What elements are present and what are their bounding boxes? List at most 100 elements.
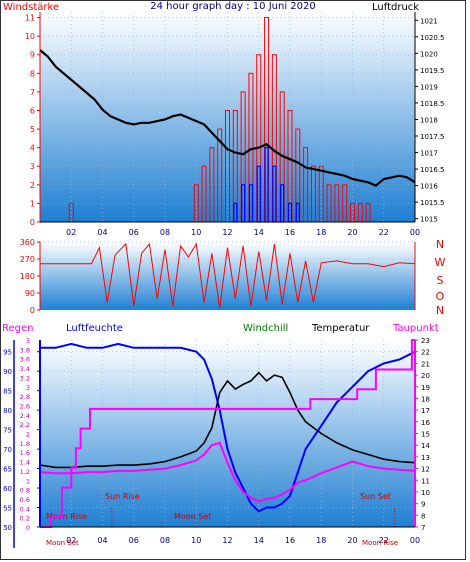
direction-compass-label: S <box>437 274 444 287</box>
rain-tick-label: 1.2 <box>20 468 30 476</box>
temperature-x-tick-label: 10 <box>191 536 201 545</box>
rain-tick-label: 3.2 <box>20 374 30 382</box>
direction-compass-label: N <box>436 304 444 317</box>
wind-x-tick-label: 20 <box>347 228 357 237</box>
dewpoint-axis-title: Taupunkt <box>392 323 439 334</box>
wind-tick-label: 6 <box>30 106 35 115</box>
windchill-legend: Windchill <box>243 323 288 334</box>
wind-axis-ticks: 0 1 2 3 4 5 6 7 8 9 10 11 <box>25 14 40 227</box>
rain-tick-label: 3.8 <box>20 346 30 354</box>
humidity-line <box>40 342 416 513</box>
temperature-tick-label: 21 <box>421 360 430 368</box>
wind-tick-label: 7 <box>30 88 35 97</box>
temperature-line <box>39 371 416 469</box>
rain-tick-label: 1.6 <box>20 449 30 457</box>
wind-tick-label: 4 <box>30 144 35 153</box>
humidity-tick-label: 95 <box>3 349 12 357</box>
direction-compass-label: N <box>436 238 444 251</box>
pressure-tick-label: 1016 <box>420 183 438 191</box>
humidity-tick-label: 85 <box>3 388 12 396</box>
wind-tick-label: 5 <box>30 125 35 134</box>
wind-x-tick-label: 00 <box>410 228 420 237</box>
rain-tick-label: 3.4 <box>20 365 30 373</box>
wind-x-tick-label: 16 <box>285 228 295 237</box>
wind-tick-label: 10 <box>25 32 35 41</box>
rain-tick-label: 0.6 <box>20 496 30 504</box>
rain-tick-label: 3 <box>26 337 30 345</box>
pressure-tick-label: 1019 <box>420 83 438 91</box>
humidity-tick-label: 55 <box>3 505 12 513</box>
temperature-humidity-panel: Regen Luftfeuchte Windchill Temperatur T… <box>2 323 439 548</box>
pressure-tick-label: 1018.5 <box>420 100 445 108</box>
direction-tick-label: 90 <box>25 289 35 298</box>
pressure-tick-label: 1020.5 <box>420 34 445 42</box>
rain-axis-ticks: 00.20.40.60.811.21.41.61.822.22.42.62.83… <box>20 337 30 532</box>
temperature-tick-label: 20 <box>421 372 430 380</box>
direction-axis-ticks: 0 90 180 270 360 <box>20 238 40 315</box>
rain-tick-label: 1 <box>26 477 30 485</box>
sun-rise-label: Sun Rise <box>105 492 140 501</box>
humidity-tick-label: 50 <box>3 524 12 532</box>
temperature-tick-label: 7 <box>421 524 425 532</box>
pressure-axis-title: Luftdruck <box>372 2 419 13</box>
temperature-tick-label: 9 <box>421 501 425 509</box>
rain-tick-label: 2.2 <box>20 421 30 429</box>
humidity-tick-label: 80 <box>3 407 12 415</box>
wind-axis-title: Windstärke <box>3 2 59 13</box>
wind-x-tick-label: 12 <box>222 228 232 237</box>
wind-x-axis-ticks: 02 04 06 08 10 12 14 16 18 20 22 00 <box>66 228 420 237</box>
moon-rise-label: Moon Rise <box>46 512 87 521</box>
humidity-axis-title: Luftfeuchte <box>66 323 123 334</box>
wind-tick-label: 1 <box>30 199 35 208</box>
direction-tick-label: 180 <box>20 272 35 281</box>
humidity-tick-label: 90 <box>3 368 12 376</box>
direction-tick-label: 360 <box>20 238 35 247</box>
wind-x-tick-label: 08 <box>160 228 170 237</box>
rain-tick-label: 0 <box>26 524 30 532</box>
direction-compass-label: W <box>435 256 446 269</box>
temperature-tick-label: 12 <box>421 466 430 474</box>
direction-tick-label: 270 <box>20 255 35 264</box>
pressure-axis-ticks: 1015 1015.5 1016 1016.5 1017 1017.5 1018 1018.5… <box>415 17 445 224</box>
wind-tick-label: 3 <box>30 162 35 171</box>
rain-line <box>40 339 415 528</box>
temperature-x-tick-label: 14 <box>254 536 264 545</box>
temperature-tick-label: 17 <box>421 407 430 415</box>
temperature-legend: Temperatur <box>311 323 370 334</box>
page-title: 24 hour graph day : 10 Juni 2020 <box>150 1 316 12</box>
direction-compass-label: O <box>436 290 445 303</box>
wind-x-tick-label: 10 <box>191 228 201 237</box>
rain-tick-label: 2.8 <box>20 393 30 401</box>
wind-x-tick-label: 22 <box>379 228 389 237</box>
sun-moon-annotations: Moon Rise Sun Rise Moon Set Sun Set Moon Set… <box>46 492 398 547</box>
moon-set-label: Moon Set <box>174 512 211 521</box>
humidity-tick-label: 70 <box>3 446 12 454</box>
temperature-x-tick-label: 22 <box>379 536 389 545</box>
wind-tick-label: 9 <box>30 51 35 60</box>
temperature-x-axis-ticks: 02 04 06 08 10 12 14 16 18 20 22 00 <box>66 536 420 545</box>
wind-x-tick-label: 18 <box>316 228 326 237</box>
humidity-tick-label: 75 <box>3 427 12 435</box>
temperature-axis-ticks: 7 8 9 10 11 12 13 14 15 16 17 18 19 20 21 22 23 <box>415 337 430 532</box>
direction-line <box>40 242 416 309</box>
rain-tick-label: 0.2 <box>20 515 30 523</box>
temperature-x-tick-label: 00 <box>410 536 420 545</box>
moon-set-bottom-label: Moon Set <box>46 539 79 547</box>
temperature-x-tick-label: 04 <box>97 536 107 545</box>
wind-pressure-panel: Windstärke 24 hour graph day : 10 Juni 2… <box>3 1 445 237</box>
wind-tick-label: 8 <box>30 69 35 78</box>
temperature-tick-label: 14 <box>421 442 430 450</box>
temperature-tick-label: 11 <box>421 477 430 485</box>
temperature-tick-label: 22 <box>421 349 430 357</box>
humidity-axis-ticks: 50 55 60 65 70 75 80 85 90 95 <box>3 349 40 532</box>
temperature-x-tick-label: 08 <box>160 536 170 545</box>
rain-tick-label: 3.6 <box>20 356 30 364</box>
pressure-tick-label: 1015 <box>420 216 438 224</box>
rain-tick-label: 0.4 <box>20 505 30 513</box>
temperature-tick-label: 18 <box>421 395 430 403</box>
wind-tick-label: 11 <box>25 14 35 23</box>
sun-set-label: Sun Set <box>360 492 391 501</box>
direction-tick-label: 0 <box>30 306 35 315</box>
